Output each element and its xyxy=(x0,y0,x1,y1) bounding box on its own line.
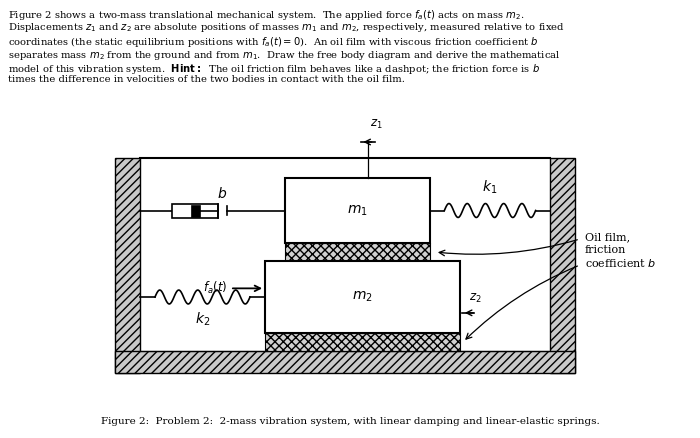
Text: $b$: $b$ xyxy=(218,186,228,201)
Text: $m_1$: $m_1$ xyxy=(347,203,368,218)
Text: $f_a(t)$: $f_a(t)$ xyxy=(203,280,227,297)
Bar xyxy=(191,205,200,216)
Text: separates mass $m_2$ from the ground and from $m_1$.  Draw the free body diagram: separates mass $m_2$ from the ground and… xyxy=(8,49,561,61)
Text: coefficient $b$: coefficient $b$ xyxy=(585,257,657,269)
Text: model of this vibration system.  $\mathbf{Hint:}$  The oil friction film behaves: model of this vibration system. $\mathbf… xyxy=(8,62,540,76)
Text: Figure 2 shows a two-mass translational mechanical system.  The applied force $f: Figure 2 shows a two-mass translational … xyxy=(8,8,524,22)
Text: $k_1$: $k_1$ xyxy=(482,179,498,197)
Bar xyxy=(265,261,460,333)
Bar xyxy=(265,333,460,351)
Text: coordinates (the static equilibrium positions with $f_a(t) = 0$).  An oil film w: coordinates (the static equilibrium posi… xyxy=(8,35,538,49)
Text: friction: friction xyxy=(585,245,626,255)
Text: $z_1$: $z_1$ xyxy=(370,118,382,131)
Bar xyxy=(285,243,430,261)
Text: $m_2$: $m_2$ xyxy=(352,290,373,304)
Bar xyxy=(115,351,575,373)
Text: $k_2$: $k_2$ xyxy=(195,311,210,328)
Text: Figure 2:  Problem 2:  2-mass vibration system, with linear damping and linear-e: Figure 2: Problem 2: 2-mass vibration sy… xyxy=(101,417,599,426)
Bar xyxy=(115,158,140,373)
Text: Displacements $z_1$ and $z_2$ are absolute positions of masses $m_1$ and $m_2$, : Displacements $z_1$ and $z_2$ are absolu… xyxy=(8,21,565,35)
Bar xyxy=(550,158,575,373)
Bar xyxy=(172,204,218,218)
Text: Oil film,: Oil film, xyxy=(585,232,630,242)
Bar xyxy=(285,178,430,243)
Text: times the difference in velocities of the two bodies in contact with the oil fil: times the difference in velocities of th… xyxy=(8,75,405,85)
Text: $z_2$: $z_2$ xyxy=(469,292,482,305)
